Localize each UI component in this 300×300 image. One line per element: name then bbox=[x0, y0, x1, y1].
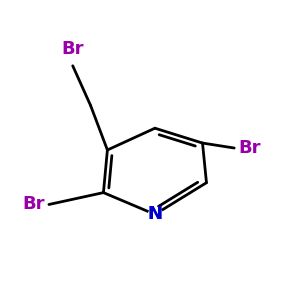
Text: Br: Br bbox=[61, 40, 84, 58]
Text: N: N bbox=[148, 206, 163, 224]
Text: Br: Br bbox=[22, 196, 45, 214]
Text: N: N bbox=[148, 206, 163, 224]
Text: Br: Br bbox=[238, 139, 261, 157]
